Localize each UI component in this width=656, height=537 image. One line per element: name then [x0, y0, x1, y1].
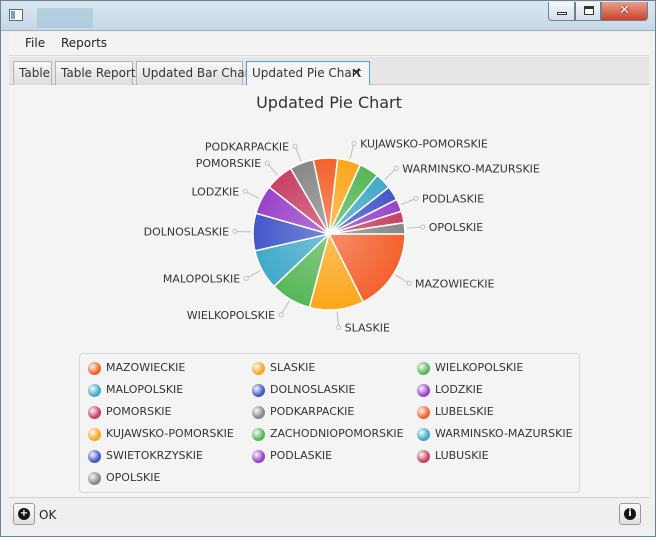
status-text: OK: [39, 508, 57, 522]
app-icon: [9, 9, 23, 21]
legend-color-dot: [252, 384, 265, 397]
legend-label: MAZOWIECKIE: [106, 361, 186, 374]
pie-label-dot: [243, 275, 249, 281]
pie-label-mazowieckie: MAZOWIECKIE: [415, 277, 494, 290]
menu-bar: File Reports: [9, 32, 649, 56]
legend-label: OPOLSKIE: [106, 471, 161, 484]
minimize-button[interactable]: [548, 2, 575, 21]
tab-table-report[interactable]: Table Report: [55, 61, 136, 85]
legend-label: ZACHODNIOPOMORSKIE: [270, 427, 404, 440]
pie-label-dot: [292, 143, 298, 149]
chart-legend: MAZOWIECKIE SLASKIE WIELKOPOLSKIE MALOPOLSK…: [79, 353, 580, 493]
pie-label-dot: [264, 160, 270, 166]
legend-color-dot: [88, 428, 101, 441]
tab-bar: Table Table Report Updated Bar Chart Upd…: [9, 57, 649, 86]
info-icon: i: [624, 508, 636, 520]
status-bar: + OK i: [9, 497, 649, 530]
minimize-icon: [557, 12, 567, 15]
maximize-icon: [584, 6, 594, 15]
pie-label-podlaskie: PODLASKIE: [422, 192, 484, 205]
legend-color-dot: [88, 450, 101, 463]
window-title-ghost: [37, 8, 93, 28]
legend-color-dot: [88, 362, 101, 375]
chart-title: Updated Pie Chart: [256, 93, 402, 112]
pie-label-podkarpackie: PODKARPACKIE: [205, 140, 289, 153]
pie-label-dot: [232, 228, 238, 234]
legend-label: POMORSKIE: [106, 405, 172, 418]
legend-label: DOLNOSLASKIE: [270, 383, 356, 396]
menu-reports[interactable]: Reports: [61, 36, 108, 50]
legend-label: PODLASKIE: [270, 449, 333, 462]
pie-label-kujawsko-pomorskie: KUJAWSKO-POMORSKIE: [360, 137, 488, 150]
legend-label: WIELKOPOLSKIE: [435, 361, 524, 374]
legend-color-dot: [252, 406, 265, 419]
pie-label-malopolskie: MALOPOLSKIE: [163, 272, 240, 285]
legend-label: SLASKIE: [270, 361, 316, 374]
tab-table[interactable]: Table: [13, 61, 52, 85]
close-tab-icon[interactable]: ✕: [351, 66, 362, 81]
legend-color-dot: [88, 472, 101, 485]
pie-label-opolskie: OPOLSKIE: [429, 221, 484, 234]
info-button[interactable]: i: [619, 503, 641, 525]
legend-label: LODZKIE: [435, 383, 483, 396]
close-window-button[interactable]: ✕: [601, 2, 648, 21]
legend-label: MALOPOLSKIE: [106, 383, 184, 396]
pie-label-dolnoslaskie: DOLNOSLASKIE: [144, 225, 229, 238]
pie-label-dot: [242, 188, 248, 194]
tab-updated-bar-chart[interactable]: Updated Bar Chart: [136, 61, 254, 85]
legend-color-dot: [252, 362, 265, 375]
close-icon: ✕: [619, 3, 630, 18]
add-button[interactable]: +: [13, 503, 35, 525]
pie-label-slaskie: SLASKIE: [345, 322, 390, 335]
pie-label-leader: [349, 143, 355, 159]
legend-color-dot: [88, 384, 101, 397]
pie-label-lodzkie: LODZKIE: [191, 185, 239, 198]
legend-label: LUBELSKIE: [435, 405, 494, 418]
maximize-button[interactable]: [575, 2, 601, 21]
legend-color-dot: [417, 428, 430, 441]
plus-circle-icon: +: [18, 508, 30, 520]
legend-label: WARMINSKO-MAZURSKIE: [435, 427, 573, 440]
menu-file[interactable]: File: [25, 36, 46, 50]
pie-label-wielkopolskie: WIELKOPOLSKIE: [187, 309, 275, 322]
chart-area: Updated Pie Chart MAZOWIECKIE SLASKIE WIEL…: [9, 85, 649, 497]
pie-label-dot: [393, 165, 399, 171]
legend-color-dot: [252, 428, 265, 441]
title-bar: ✕: [1, 1, 655, 31]
legend-color-dot: [252, 450, 265, 463]
pie-label-leader: [406, 226, 423, 229]
pie-label-dot: [351, 140, 357, 146]
active-tab-label: Updated Pie Chart: [252, 66, 362, 80]
legend-color-dot: [417, 450, 430, 463]
legend-label: KUJAWSKO-POMORSKIE: [106, 427, 234, 440]
pie-label-dot: [420, 224, 426, 230]
pie-chart: MAZOWIECKIE SLASKIE WIELKOPOLSKIE MALOPOLSK…: [144, 137, 540, 335]
legend-label: PODKARPACKIE: [270, 405, 355, 418]
legend-color-dot: [88, 406, 101, 419]
tab-updated-pie-chart[interactable]: Updated Pie Chart ✕: [246, 61, 370, 86]
legend-label: LUBUSKIE: [435, 449, 489, 462]
pie-label-leader: [336, 311, 340, 328]
pie-label-dot: [406, 280, 412, 286]
pie-label-dot: [336, 325, 342, 331]
pie-label-dot: [278, 312, 284, 318]
legend-color-dot: [417, 384, 430, 397]
pie-label-pomorskie: POMORSKIE: [196, 157, 262, 170]
legend-label: SWIETOKRZYSKIE: [106, 449, 203, 462]
pie-label-dot: [413, 195, 419, 201]
legend-color-dot: [417, 406, 430, 419]
legend-color-dot: [417, 362, 430, 375]
pie-label-warminsko-mazurskie: WARMINSKO-MAZURSKIE: [402, 162, 540, 175]
